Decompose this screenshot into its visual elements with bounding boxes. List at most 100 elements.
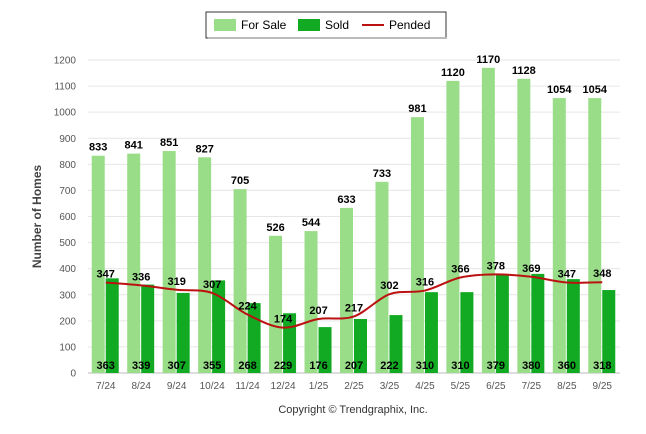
sold-value-label: 360 [558, 360, 576, 372]
for-sale-value-label: 1128 [512, 65, 536, 77]
x-tick-label: 8/24 [131, 381, 151, 392]
sold-bar [105, 278, 119, 373]
sold-bar [389, 315, 403, 373]
x-axis: 7/24 8/24 9/24 10/24 11/24 12/24 1/25 2/25 3/25 4… [96, 381, 612, 392]
sold-value-label: 310 [451, 360, 469, 372]
sold-value-label: 379 [487, 360, 505, 372]
for-sale-value-label: 833 [89, 142, 107, 154]
x-tick-label: 9/25 [593, 381, 613, 392]
y-tick-label: 100 [59, 342, 76, 353]
for-sale-bar [198, 157, 212, 373]
pended-value-label: 378 [487, 260, 505, 272]
for-sale-bar [91, 155, 105, 373]
pended-value-label: 316 [416, 277, 434, 289]
legend-swatch-sold [298, 19, 320, 31]
legend: For Sale Sold Pended [205, 11, 447, 39]
x-tick-label: 3/25 [380, 381, 400, 392]
sold-value-label: 355 [203, 360, 221, 372]
sold-value-label: 380 [522, 360, 540, 372]
y-tick-label: 500 [59, 238, 76, 249]
pended-value-label: 307 [203, 279, 221, 291]
for-sale-value-label: 544 [302, 217, 321, 229]
for-sale-bar [517, 78, 531, 373]
sold-bar [141, 284, 155, 373]
for-sale-bar [233, 189, 247, 373]
sold-value-label: 318 [593, 360, 611, 372]
for-sale-bar [588, 98, 602, 373]
for-sale-value-label: 827 [195, 143, 213, 155]
y-tick-label: 600 [59, 212, 76, 223]
for-sale-bar [304, 231, 318, 373]
legend-shadow [208, 37, 447, 39]
pended-line [105, 273, 603, 329]
legend-box [205, 11, 447, 39]
sold-value-label: 222 [380, 360, 398, 372]
y-tick-label: 700 [59, 186, 76, 197]
data-labels: 833 363 841 339 851 307 827 355 705 268 526 229 544 1… [89, 54, 611, 372]
pended-value-label: 319 [167, 276, 185, 288]
sold-value-label: 229 [274, 360, 292, 372]
x-tick-label: 6/25 [486, 381, 506, 392]
pended-value-label: 369 [522, 263, 540, 275]
pended-series-line [105, 273, 603, 329]
sold-value-label: 176 [309, 360, 327, 372]
for-sale-value-label: 1120 [441, 67, 465, 79]
y-tick-label: 200 [59, 316, 76, 327]
sold-value-label: 363 [97, 360, 115, 372]
pended-value-label: 347 [558, 268, 576, 280]
pended-value-label: 174 [274, 314, 293, 326]
x-tick-label: 11/24 [235, 381, 260, 392]
pended-value-label: 336 [132, 271, 150, 283]
for-sale-bar [481, 67, 495, 373]
x-tick-label: 1/25 [309, 381, 329, 392]
x-tick-label: 5/25 [451, 381, 471, 392]
y-tick-label: 1200 [54, 56, 77, 67]
for-sale-value-label: 526 [266, 222, 284, 234]
for-sale-bar [410, 117, 424, 373]
for-sale-value-label: 633 [337, 194, 355, 206]
for-sale-bar [127, 153, 141, 373]
for-sale-value-label: 1054 [547, 84, 572, 96]
y-tick-label: 900 [59, 134, 76, 145]
pended-value-label: 347 [97, 268, 115, 280]
legend-label-sold: Sold [325, 18, 349, 32]
for-sale-bar [375, 181, 389, 373]
pended-value-label: 302 [380, 280, 398, 292]
x-tick-label: 7/24 [96, 381, 116, 392]
sold-bar [424, 292, 438, 373]
sold-value-label: 339 [132, 360, 150, 372]
for-sale-value-label: 841 [125, 140, 143, 152]
sold-value-label: 207 [345, 360, 363, 372]
for-sale-value-label: 981 [408, 103, 426, 115]
y-axis: 0 100 200 300 400 500 600 700 800 900 1000 1100 1200 [54, 56, 77, 380]
y-tick-label: 800 [59, 160, 76, 171]
for-sale-value-label: 1170 [476, 54, 500, 66]
sold-bar [531, 273, 545, 373]
copyright-text: Copyright © Trendgraphix, Inc. [278, 404, 427, 416]
sold-bar [460, 292, 474, 373]
sold-bar [566, 279, 580, 373]
pended-value-label: 217 [345, 302, 363, 314]
for-sale-bar [269, 235, 283, 373]
x-tick-label: 12/24 [271, 381, 296, 392]
sold-bar [318, 327, 332, 373]
sold-bar [495, 274, 509, 373]
x-tick-label: 8/25 [557, 381, 577, 392]
for-sale-bar [446, 80, 460, 373]
y-tick-label: 300 [59, 290, 76, 301]
for-sale-bar [552, 98, 566, 373]
y-tick-label: 0 [70, 369, 76, 380]
sold-value-label: 310 [416, 360, 434, 372]
y-tick-label: 1000 [54, 108, 77, 119]
for-sale-value-label: 705 [231, 175, 249, 187]
sold-value-label: 307 [167, 360, 185, 372]
pended-value-label: 224 [238, 301, 257, 313]
y-tick-label: 1100 [54, 82, 76, 93]
x-tick-label: 7/25 [522, 381, 542, 392]
pended-value-label: 348 [593, 268, 611, 280]
for-sale-value-label: 851 [160, 137, 178, 149]
pended-value-label: 207 [309, 305, 327, 317]
for-sale-bar [340, 207, 353, 373]
sold-bar [354, 319, 367, 373]
legend-swatch-for-sale [214, 19, 236, 31]
